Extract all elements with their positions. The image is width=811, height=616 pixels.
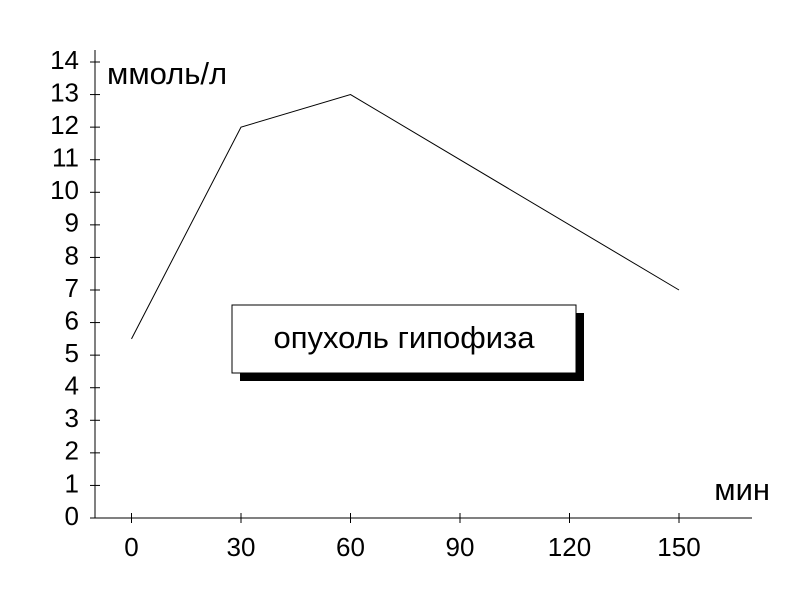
x-tick-label: 150 [657, 532, 700, 562]
y-tick-label: 0 [65, 501, 79, 531]
y-tick-label: 5 [65, 338, 79, 368]
x-tick-label: 30 [227, 532, 256, 562]
y-axis-label: ммоль/л [107, 56, 227, 91]
y-tick-label: 3 [65, 403, 79, 433]
y-tick-label: 8 [65, 240, 79, 270]
y-tick-label: 2 [65, 436, 79, 466]
x-tick-label: 60 [336, 532, 365, 562]
y-tick-label: 14 [50, 45, 79, 75]
y-tick-label: 6 [65, 305, 79, 335]
x-tick-label: 90 [446, 532, 475, 562]
annotation-box [231, 304, 577, 374]
y-tick-label: 1 [65, 468, 79, 498]
y-tick-label: 7 [65, 273, 79, 303]
data-line [131, 94, 680, 340]
y-tick-label: 10 [50, 175, 79, 205]
x-axis-label: мин [714, 472, 770, 507]
y-tick-label: 11 [52, 143, 79, 173]
y-tick-label: 4 [65, 371, 79, 401]
y-tick-label: 13 [50, 77, 79, 107]
x-tick-label: 0 [124, 532, 138, 562]
x-tick-label: 120 [548, 532, 591, 562]
y-tick-label: 9 [65, 208, 79, 238]
annotation: опухоль гипофиза [273, 320, 535, 355]
y-tick-label: 12 [50, 110, 79, 140]
